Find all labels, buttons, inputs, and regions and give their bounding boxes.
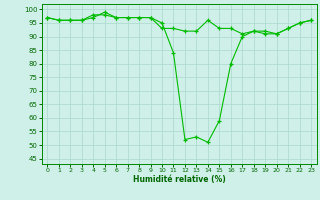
X-axis label: Humidité relative (%): Humidité relative (%) xyxy=(133,175,226,184)
